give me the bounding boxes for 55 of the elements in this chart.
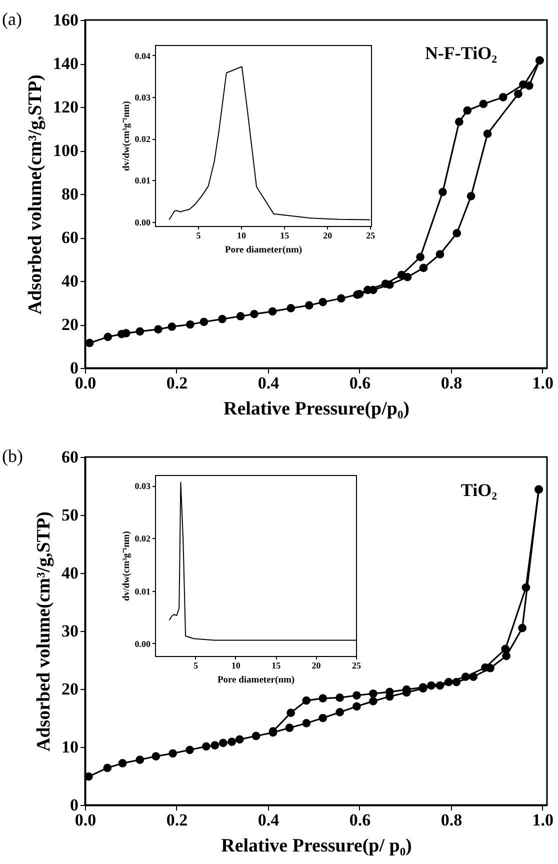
y-axis-title: dv/dw(cm³g⁻¹nm) [122,101,132,171]
x-tick-label: 15 [280,230,290,240]
x-tick-label: 0.2 [166,810,188,830]
x-tick-label: 25 [366,230,376,240]
y-axis-title: Adsorbed volume(cm³/g,STP) [25,74,46,315]
x-tick-label: 25 [352,660,362,670]
x-tick-label: 20 [323,230,333,240]
x-tick-label: 5 [193,660,198,670]
y-tick-label: 160 [53,10,78,30]
y-tick-label: 100 [53,141,78,160]
y-tick-label: 0.04 [134,50,151,61]
x-tick-label: 0.6 [349,374,371,392]
y-tick-label: 50 [62,506,78,524]
x-tick-label: 0.8 [440,374,462,392]
y-axis-title: Adsorbed volume(cm³/g,STP) [34,511,54,752]
x-tick-label: 0.8 [440,810,462,830]
x-axis-title: Relative Pressure(p/p₀) [224,398,410,420]
x-tick-label: 0.6 [349,810,371,830]
y-tick-label: 0.03 [134,481,151,492]
x-tick-label: 20 [312,660,322,670]
y-tick-label: 20 [62,315,78,334]
y-tick-label: 0.00 [134,638,151,649]
y-tick-label: 20 [62,680,78,698]
annotation: N-F-TiO₂ [424,43,497,63]
x-tick-label: 1.0 [532,810,554,830]
y-tick-label: 60 [62,228,78,247]
x-tick-label: 1.0 [532,374,554,392]
y-tick-label: 0.00 [134,217,151,228]
y-tick-label: 10 [62,738,78,756]
x-axis-title: Relative Pressure(p/ p₀) [221,836,412,856]
y-tick-label: 0.02 [134,134,151,144]
x-axis-title: Pore diameter(nm) [217,676,295,686]
x-tick-label: 0.4 [258,810,280,830]
y-tick-label: 0.02 [134,534,151,544]
x-tick-label: 10 [231,660,241,670]
y-tick-label: 0.01 [134,176,151,186]
x-tick-label: 15 [272,660,282,670]
y-tick-label: 0.01 [134,586,151,596]
x-tick-label: 5 [196,230,202,240]
x-tick-label: 0.2 [166,374,188,392]
annotation: TiO₂ [460,480,497,500]
x-axis-title: Pore diameter(nm) [224,246,302,256]
y-tick-label: 40 [62,272,78,290]
y-tick-label: 140 [53,54,78,73]
y-tick-label: 80 [62,184,78,204]
x-tick-label: 10 [237,230,247,240]
x-tick-label: 0.4 [258,374,280,392]
chart-title: (a) [2,9,22,29]
y-tick-label: 120 [53,98,78,116]
y-axis-title: dv/dw(cm³g⁻¹nm) [122,531,132,601]
y-tick-label: 40 [62,564,78,582]
chart-title: (b) [2,446,23,466]
y-tick-label: 0.03 [134,92,151,103]
y-tick-label: 60 [62,448,78,466]
y-tick-label: 30 [62,622,78,640]
